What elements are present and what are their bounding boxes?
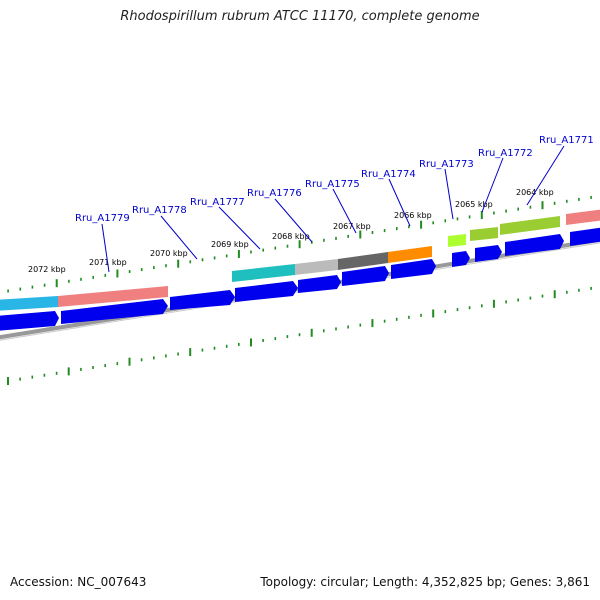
gene-label[interactable]: Rru_A1774 (361, 169, 416, 180)
leader-line (274, 198, 313, 243)
accession-text: Accession: NC_007643 (10, 575, 147, 589)
leader-line (332, 188, 357, 234)
cds-arrow[interactable] (570, 227, 600, 246)
leader-line (444, 168, 454, 220)
map-title: Rhodospirillum rubrum ATCC 11170, comple… (120, 9, 480, 24)
gene-label[interactable]: Rru_A1775 (305, 179, 360, 190)
cds-arrow[interactable] (342, 266, 389, 286)
gene-band-5 (388, 246, 432, 263)
gene-label[interactable]: Rru_A1773 (419, 159, 474, 170)
gene-label[interactable]: Rru_A1779 (75, 213, 130, 224)
leader-line (218, 206, 261, 250)
gene-band-4 (338, 252, 388, 270)
scale-label: 2070 kbp (150, 249, 188, 258)
cds-arrow[interactable] (235, 281, 298, 302)
scale-label: 2068 kbp (272, 232, 310, 241)
leader-line (481, 157, 504, 213)
gene-band-track (0, 209, 600, 311)
cds-arrow[interactable] (61, 299, 168, 324)
cds-arrow[interactable] (391, 259, 436, 279)
cds-arrow[interactable] (475, 245, 502, 262)
gene-leaders (101, 145, 565, 273)
scale-label: 2066 kbp (394, 211, 432, 220)
cds-arrow[interactable] (0, 311, 59, 331)
cds-arrow[interactable] (452, 251, 470, 267)
gene-label[interactable]: Rru_A1776 (247, 188, 302, 199)
leader-line (101, 223, 110, 273)
scale-ticks-outer (7, 195, 592, 293)
cds-arrow[interactable] (170, 290, 235, 310)
gene-band-8 (500, 216, 560, 235)
cds-track (0, 227, 600, 331)
gene-label[interactable]: Rru_A1771 (539, 135, 594, 146)
gene-label[interactable]: Rru_A1778 (132, 205, 187, 216)
leader-line (388, 178, 411, 227)
gene-band-2 (232, 264, 295, 282)
gene-label[interactable]: Rru_A1777 (190, 197, 245, 208)
cds-arrow[interactable] (298, 275, 341, 293)
gene-band-1 (58, 286, 168, 307)
gene-label[interactable]: Rru_A1772 (478, 148, 533, 159)
gene-band-9 (566, 209, 600, 225)
scale-label: 2067 kbp (333, 222, 371, 231)
gene-band-7 (470, 227, 498, 241)
gene-band-6 (448, 234, 466, 247)
scale-ticks-inner (7, 286, 592, 385)
gene-band-0 (0, 296, 58, 311)
scale-label: 2072 kbp (28, 265, 66, 274)
scale-label: 2065 kbp (455, 200, 493, 209)
leader-line (160, 215, 198, 260)
genome-stats-text: Topology: circular; Length: 4,352,825 bp… (260, 575, 590, 589)
leader-line (526, 145, 565, 206)
cds-arrow[interactable] (505, 234, 564, 256)
scale-label: 2069 kbp (211, 240, 249, 249)
gene-label-group: Rru_A1779 Rru_A1778 Rru_A1777 Rru_A1776 … (75, 135, 594, 224)
gene-band-3 (295, 259, 338, 275)
